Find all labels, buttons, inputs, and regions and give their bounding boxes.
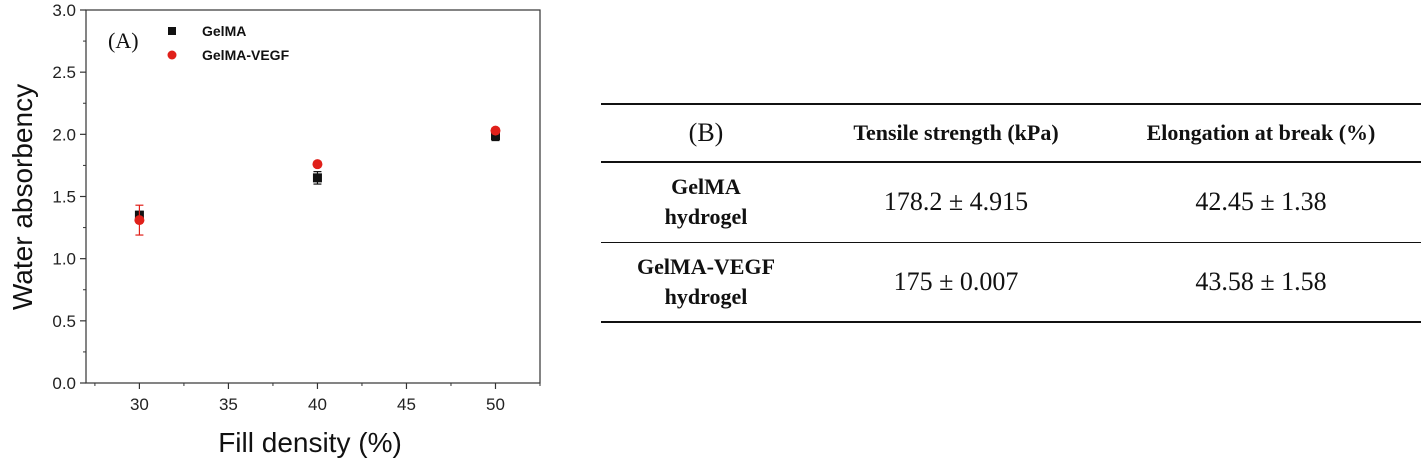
x-tick-label: 45 [397,395,416,414]
row-label-gelma-vegf: GelMA-VEGF hydrogel [601,242,811,322]
cell-tensile: 178.2 ± 4.915 [883,187,1029,217]
table-row: GelMA hydrogel 178.2 ± 4.915 42.45 ± 1.3… [601,162,1421,242]
panel-label-b: (B) [688,118,724,147]
panel-label-a: (A) [108,28,139,53]
y-tick-label: 2.5 [52,63,76,82]
y-tick-label: 0.0 [52,374,76,393]
row-label-line2: hydrogel [664,204,748,230]
header-elongation-at-break: Elongation at break (%) [1146,120,1376,145]
x-tick-label: 40 [308,395,327,414]
y-tick-label: 1.5 [52,188,76,207]
table-row: GelMA-VEGF hydrogel 175 ± 0.007 43.58 ± … [601,242,1421,322]
chart-marks [134,125,501,236]
x-axis-title: Fill density (%) [218,427,402,458]
legend-marker-gelma [168,27,176,35]
mechanical-properties-table: (B) Tensile strength (kPa) Elongation at… [601,103,1421,323]
data-point-gelma-vegf [490,125,501,136]
cell-elongation: 42.45 ± 1.38 [1195,187,1327,217]
data-point-gelma [312,173,322,183]
table-header-row: (B) Tensile strength (kPa) Elongation at… [601,104,1421,162]
scatter-chart: 30 35 40 45 50 0.0 0.5 1.0 1.5 2.0 2.5 3.0 (A) GelM… [7,1,541,458]
y-tick-label: 1.0 [52,250,76,269]
row-label-line2: hydrogel [664,283,748,309]
y-axis-title: Water absorbency [7,84,38,310]
x-tick-label: 50 [486,395,505,414]
y-tick-label: 2.0 [52,125,76,144]
plot-frame [85,9,541,384]
row-label-line1: GelMA-VEGF [636,253,776,279]
cell-elongation: 43.58 ± 1.58 [1195,266,1327,296]
chart-axes: 30 35 40 45 50 0.0 0.5 1.0 1.5 2.0 2.5 3.0 [52,1,541,414]
header-tensile-strength: Tensile strength (kPa) [853,120,1059,145]
cell-tensile: 175 ± 0.007 [893,266,1019,296]
legend-marker-gelma-vegf [167,50,177,60]
data-point-gelma-vegf [134,215,145,226]
row-label-line1: GelMA [671,174,741,200]
x-tick-label: 30 [130,395,149,414]
y-tick-label: 3.0 [52,1,76,20]
data-point-gelma-vegf [312,159,323,170]
legend-label-gelma: GelMA [202,23,246,39]
y-tick-label: 0.5 [52,312,76,331]
x-tick-label: 35 [219,395,238,414]
chart-legend: GelMA GelMA-VEGF [167,23,290,63]
legend-label-gelma-vegf: GelMA-VEGF [202,47,290,63]
row-label-gelma: GelMA hydrogel [601,162,811,242]
